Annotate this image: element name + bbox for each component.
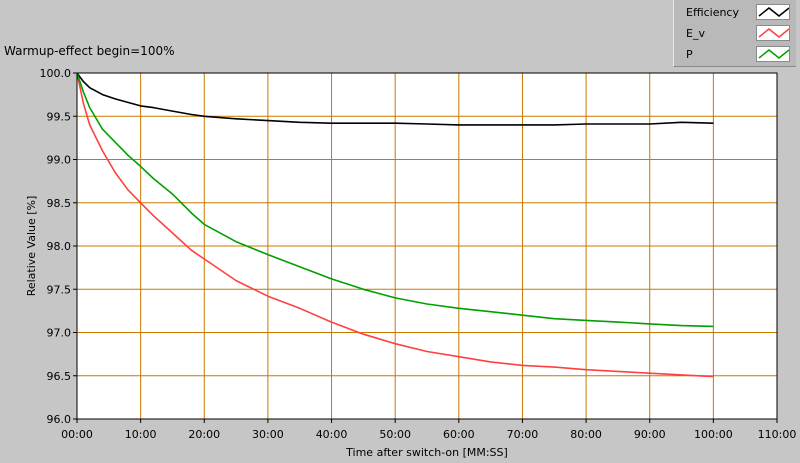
- y-tick-label: 97.5: [47, 283, 72, 296]
- legend-label: E_v: [686, 27, 705, 40]
- x-tick-label: 100:00: [694, 428, 733, 441]
- legend-line-icon: [758, 49, 789, 59]
- legend-swatch: [756, 46, 790, 62]
- y-tick-label: 100.0: [40, 67, 72, 80]
- legend-item-efficiency[interactable]: Efficiency: [674, 2, 796, 22]
- legend[interactable]: Efficiency E_v P: [673, 0, 796, 67]
- series-line-p: [76, 72, 714, 328]
- series-line-efficiency: [76, 72, 714, 126]
- y-tick-label: 97.0: [47, 327, 72, 340]
- x-tick-label: 80:00: [570, 428, 602, 441]
- y-tick-label: 98.5: [47, 197, 72, 210]
- x-tick-label: 110:00: [758, 428, 797, 441]
- y-tick-label: 96.5: [47, 370, 72, 383]
- x-tick-label: 10:00: [125, 428, 157, 441]
- legend-item-e-v[interactable]: E_v: [674, 23, 796, 43]
- x-tick-label: 70:00: [507, 428, 539, 441]
- legend-line-icon: [758, 28, 789, 38]
- y-tick-label: 98.0: [47, 240, 72, 253]
- y-tick-label: 99.0: [47, 154, 72, 167]
- y-tick-label: 99.5: [47, 110, 72, 123]
- legend-item-p[interactable]: P: [674, 44, 796, 64]
- legend-line-icon: [758, 7, 789, 17]
- x-tick-label: 40:00: [316, 428, 348, 441]
- x-tick-label: 60:00: [443, 428, 475, 441]
- x-tick-label: 50:00: [379, 428, 411, 441]
- chart-title: Warmup-effect begin=100%: [4, 44, 175, 58]
- legend-label: P: [686, 48, 693, 61]
- y-axis-label: Relative Value [%]: [25, 196, 38, 297]
- plot-frame: [76, 72, 778, 420]
- x-axis-label: Time after switch-on [MM:SS]: [345, 446, 508, 459]
- x-tick-label: 20:00: [188, 428, 220, 441]
- y-tick-label: 96.0: [47, 413, 72, 426]
- legend-swatch: [756, 25, 790, 41]
- legend-swatch: [756, 4, 790, 20]
- series-line-e-v: [76, 72, 714, 378]
- x-tick-label: 30:00: [252, 428, 284, 441]
- legend-label: Efficiency: [686, 6, 739, 19]
- x-tick-label: 00:00: [61, 428, 93, 441]
- x-tick-label: 90:00: [634, 428, 666, 441]
